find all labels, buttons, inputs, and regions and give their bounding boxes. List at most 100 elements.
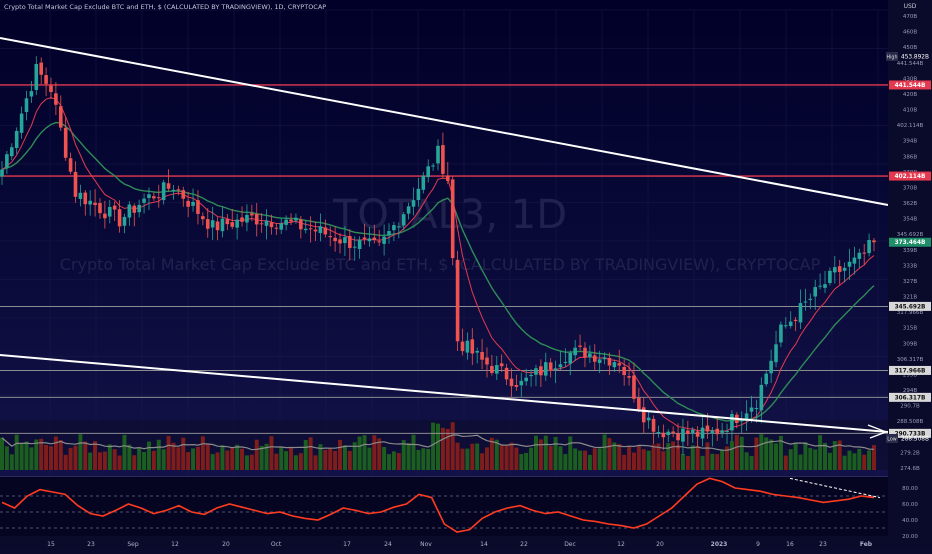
resistance-2-tag: 402.114B xyxy=(895,174,926,180)
volume-bar xyxy=(39,438,44,470)
support-4-tag: 290.733B xyxy=(895,431,926,437)
time-tick-label: 20 xyxy=(222,541,230,548)
candle-up xyxy=(543,362,548,376)
moving-averages xyxy=(1,97,875,432)
candle-up xyxy=(842,267,847,271)
price-tick-label: 345.692B xyxy=(897,232,924,238)
candle-down xyxy=(269,222,274,228)
volume-bar xyxy=(455,442,460,470)
volume-bar xyxy=(377,438,382,470)
price-tick-label: 394B xyxy=(903,139,917,145)
candle-down xyxy=(103,213,107,219)
candle-down xyxy=(676,433,680,441)
time-tick-label: Oct xyxy=(271,541,282,548)
volume-bar xyxy=(744,452,749,470)
resistance-2-tag-bg xyxy=(889,171,931,181)
time-tick-label: 14 xyxy=(480,541,488,548)
volume-bar xyxy=(646,450,651,470)
volume-bar xyxy=(553,436,558,470)
volume-bar xyxy=(612,442,617,470)
volume-bar xyxy=(352,442,357,470)
volume-bar xyxy=(269,436,274,470)
volume-bar xyxy=(68,447,73,470)
candle-down xyxy=(152,196,156,199)
candle-up xyxy=(294,217,298,221)
candle-up xyxy=(191,201,195,206)
candle-up xyxy=(656,431,661,433)
candle-down xyxy=(632,375,636,399)
volume-bar xyxy=(499,444,504,470)
candle-down xyxy=(215,221,220,231)
price-tick-label: 315B xyxy=(903,326,917,332)
price-tick-label: 306.317B xyxy=(897,357,924,363)
candle-up xyxy=(426,166,431,178)
volume-bar xyxy=(749,455,754,470)
volume-bar xyxy=(450,422,455,470)
candle-up xyxy=(563,361,568,363)
candles xyxy=(0,56,876,455)
candle-down xyxy=(622,366,626,376)
candle-down xyxy=(661,432,666,438)
candle-up xyxy=(646,417,651,421)
volume-bar xyxy=(240,448,245,470)
volume-bar xyxy=(391,451,396,470)
candle-down xyxy=(470,339,475,354)
candle-up xyxy=(406,206,411,214)
candle-down xyxy=(186,200,190,207)
candle-down xyxy=(176,189,181,191)
volume-bar xyxy=(107,444,112,470)
volume-bar xyxy=(700,455,705,470)
volume-bar xyxy=(460,448,465,470)
volume-bar xyxy=(338,439,343,470)
candle-up xyxy=(813,287,818,297)
watermark-description: Crypto Total Market Cap Exclude BTC and … xyxy=(60,255,821,274)
candle-down xyxy=(93,202,97,206)
candle-down xyxy=(112,205,117,210)
volume-bar xyxy=(48,446,53,470)
watermark-ticker: TOTAL3, 1D xyxy=(332,192,567,238)
candle-up xyxy=(553,368,558,370)
price-axis[interactable]: USD470B460B450B441.544B430B420B410B402.1… xyxy=(886,0,932,550)
volume-bar xyxy=(651,444,656,470)
symbol-header: Crypto Total Market Cap Exclude BTC and … xyxy=(4,3,327,11)
candle-up xyxy=(803,301,808,303)
volume-bar xyxy=(235,444,240,470)
volume-bar xyxy=(78,434,83,470)
time-tick-label: 23 xyxy=(819,541,827,548)
volume-bar xyxy=(636,445,641,470)
candle-down xyxy=(450,179,455,259)
time-tick-label: 20 xyxy=(656,541,664,548)
volume-bar xyxy=(774,443,779,470)
volume-bar xyxy=(788,449,793,470)
volume-bar xyxy=(44,444,49,470)
volume-bar xyxy=(548,446,553,470)
rsi-tick-label: 20.00 xyxy=(902,534,918,540)
volume-bar xyxy=(661,451,666,470)
candle-down xyxy=(240,217,244,222)
candle-down xyxy=(509,378,514,387)
volume-bar xyxy=(308,437,313,470)
candle-down xyxy=(862,252,867,254)
rsi-pane xyxy=(0,476,888,536)
candle-up xyxy=(744,413,749,419)
candle-up xyxy=(759,384,764,411)
volume-bar xyxy=(137,447,142,470)
volume-bar xyxy=(372,435,377,470)
price-tick-label: 309B xyxy=(903,341,917,347)
volume-bar xyxy=(0,437,4,470)
volume-bar xyxy=(514,447,519,470)
volume-bar xyxy=(122,434,127,470)
volume-bar xyxy=(622,454,627,470)
volume-bar xyxy=(303,439,308,470)
candle-down xyxy=(837,266,842,272)
candle-up xyxy=(34,63,39,90)
candle-down xyxy=(445,175,450,181)
volume-bar xyxy=(181,437,186,470)
candle-up xyxy=(749,407,754,412)
price-tick-label: 470B xyxy=(903,14,917,20)
volume-bar xyxy=(387,454,392,470)
time-axis[interactable]: 15 23 Sep 12 20 Oct 17 24 Nov 14 22 Dec 12 20 2023 9 16 2… xyxy=(0,536,888,550)
volume-bar xyxy=(132,455,137,470)
